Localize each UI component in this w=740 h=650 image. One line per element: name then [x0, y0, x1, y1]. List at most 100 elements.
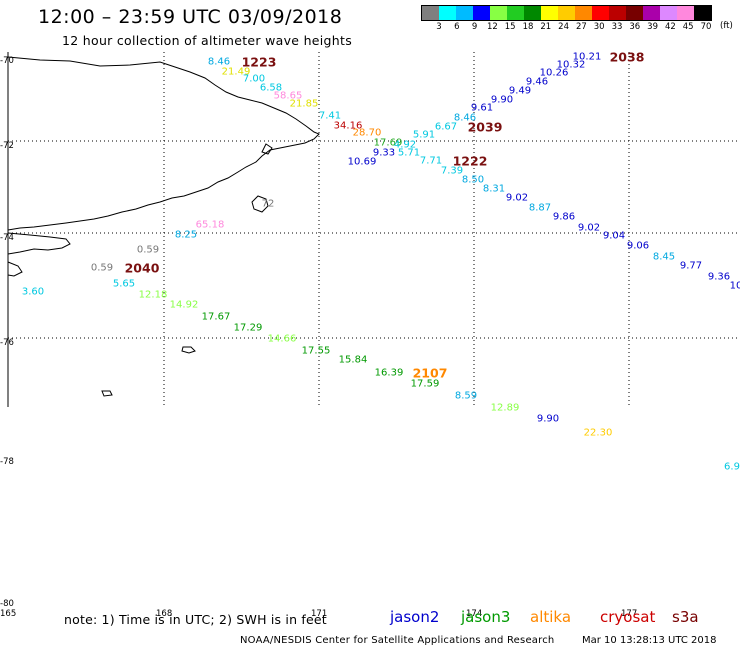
colorbar-swatch [490, 6, 507, 20]
legend-s3a: s3a [672, 608, 699, 626]
wave-height-value: 8.45 [652, 251, 676, 263]
colorbar-swatch [694, 6, 711, 20]
wave-height-value: 22.30 [583, 427, 613, 439]
wave-height-value: 9.02 [577, 222, 601, 234]
colorbar-swatch [507, 6, 524, 20]
wave-height-value: 12.18 [138, 289, 168, 301]
wave-height-value: 3.60 [21, 286, 45, 298]
page-subtitle: 12 hour collection of altimeter wave hei… [62, 33, 353, 48]
wave-height-value: 7.41 [318, 110, 342, 122]
wave-height-value: 10.21 [572, 51, 602, 63]
colorbar-tick-label: 30 [593, 22, 605, 32]
pass-time-label: 2107 [412, 365, 448, 381]
wave-height-value: 9.04 [602, 230, 626, 242]
pass-time-label: 1222 [452, 153, 488, 169]
colorbar-swatch [541, 6, 558, 20]
wave-height-value: 9.77 [679, 260, 703, 272]
latitude-label: -80 [0, 599, 14, 609]
page-title: 12:00 – 23:59 UTC 03/09/2018 [38, 6, 343, 28]
colorbar-tick-label: 12 [486, 22, 498, 32]
colorbar-tick-label: 6 [454, 22, 460, 32]
wave-height-value: 9.61 [470, 102, 494, 114]
wave-height-value: 10.26 [539, 67, 569, 79]
longitude-label: 168 [156, 609, 173, 619]
wave-height-value: 5.71 [397, 147, 421, 159]
pass-time-label: 2040 [124, 260, 160, 276]
wave-height-value: 9.36 [707, 271, 731, 283]
colorbar-swatch [575, 6, 592, 20]
colorbar-tick-label: 18 [522, 22, 534, 32]
wave-height-value: 9.90 [490, 94, 514, 106]
wave-height-value: 9.90 [536, 413, 560, 425]
colorbar-tick-label: 24 [558, 22, 570, 32]
longitude-label: 171 [311, 609, 328, 619]
wave-height-value: 7.00 [242, 73, 266, 85]
wave-height-value: 9.49 [508, 85, 532, 97]
wave-height-value: 6.67 [434, 121, 458, 133]
wave-height-value: 5.91 [412, 129, 436, 141]
longitude-label: 165 [0, 609, 17, 619]
wave-height-value: 8.31 [482, 183, 506, 195]
latitude-label: -70 [0, 56, 14, 66]
wave-height-value: 34.16 [333, 120, 363, 132]
colorbar-tick-label: 33 [611, 22, 623, 32]
lon-gridlines [163, 52, 630, 407]
colorbar-swatch [609, 6, 626, 20]
generated-timestamp: Mar 10 13:28:13 UTC 2018 [582, 635, 717, 646]
latitude-label: -78 [0, 457, 14, 467]
wave-height-value: 6.9 [724, 461, 740, 473]
wave-height-value: 21.49 [221, 66, 251, 78]
colorbar-tick-label: 9 [471, 22, 478, 32]
colorbar-swatch [439, 6, 456, 20]
units-note: note: 1) Time is in UTC; 2) SWH is in fe… [64, 612, 327, 627]
longitude-label: 177 [621, 609, 638, 619]
colorbar-swatch [473, 6, 490, 20]
wave-height-value: 9.46 [525, 76, 549, 88]
wave-height-value: 12.89 [490, 402, 520, 414]
legend-cryosat: cryosat [600, 608, 656, 626]
wave-height-value: 8.87 [528, 202, 552, 214]
colorbar-swatch [592, 6, 609, 20]
colorbar-swatch [558, 6, 575, 20]
wave-height-value: 10 [729, 280, 740, 292]
colorbar-swatch [643, 6, 660, 20]
wave-height-value: 65.18 [195, 219, 225, 231]
colorbar-tick-label: 27 [575, 22, 587, 32]
pass-time-label: 1223 [241, 54, 277, 70]
wave-height-value: 0.59 [90, 262, 114, 274]
colorbar-swatch [660, 6, 677, 20]
colorbar-unit: (ft) [720, 21, 733, 31]
wave-height-value: 7.71 [419, 155, 443, 167]
wave-height-value: 5.65 [112, 278, 136, 290]
colorbar-tick-label: 3 [436, 22, 442, 32]
wave-height-value: 9.06 [626, 240, 650, 252]
colorbar-tick-label: 39 [647, 22, 659, 32]
colorbar-tick-label: 36 [629, 22, 641, 32]
wave-height-value: 17.67 [201, 311, 231, 323]
coastline [7, 56, 320, 397]
colorbar-swatch [524, 6, 541, 20]
wave-height-value: 17.29 [233, 322, 263, 334]
colorbar-tick-label: 70 [700, 22, 712, 32]
wave-height-value: 72 [261, 198, 275, 210]
wave-height-value: 8.25 [174, 229, 198, 241]
wave-height-value: 10.32 [556, 59, 586, 71]
colorbar-tick-label: 15 [504, 22, 516, 32]
colorbar-tick-label: 21 [540, 22, 552, 32]
wave-height-value: 14.66 [267, 333, 297, 345]
colorbar-tick-label: 45 [682, 22, 694, 32]
wave-height-colorbar [421, 5, 712, 21]
longitude-label: 174 [466, 609, 483, 619]
wave-height-value: 4.92 [393, 139, 417, 151]
credit-line: NOAA/NESDIS Center for Satellite Applica… [240, 635, 555, 646]
wave-height-value: 16.39 [374, 367, 404, 379]
wave-height-value: 58.65 [273, 90, 303, 102]
latitude-label: -72 [0, 141, 14, 151]
colorbar-swatch [677, 6, 694, 20]
legend-altika: altika [530, 608, 572, 626]
colorbar-swatch [626, 6, 643, 20]
wave-height-value: 17.59 [410, 378, 440, 390]
wave-height-value: 8.50 [461, 174, 485, 186]
